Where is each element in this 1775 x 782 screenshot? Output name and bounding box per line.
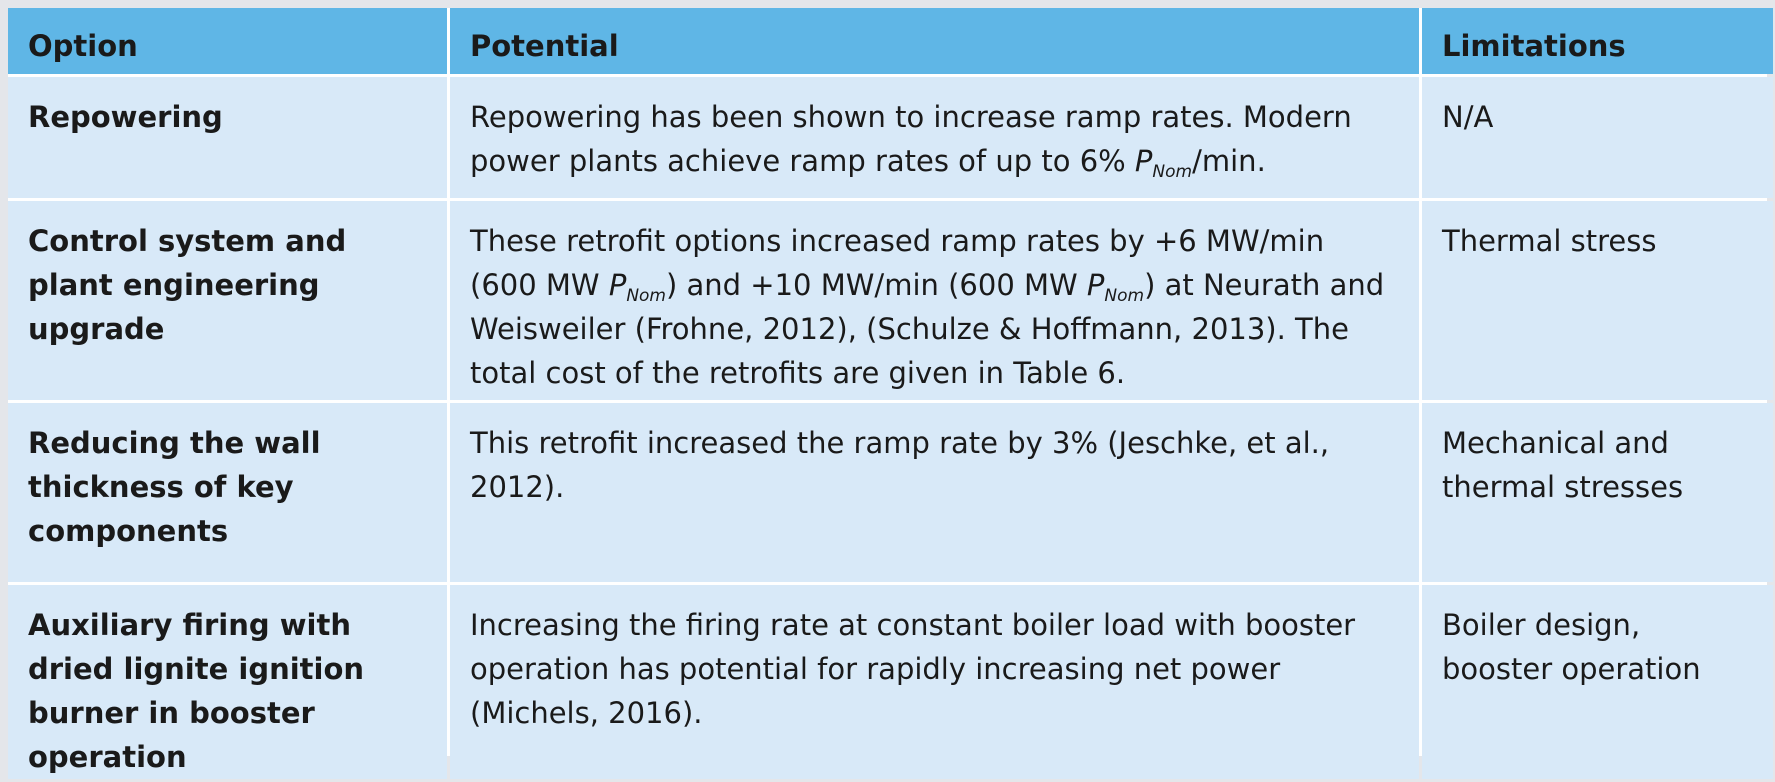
table-row: Control system and plant engineering upg…: [8, 201, 1773, 400]
cell-limitations: Mechanical and thermal stresses: [1422, 403, 1773, 582]
potential-text: ) and +10 MW/min (600 MW: [666, 268, 1087, 302]
header-potential: Potential: [450, 8, 1419, 74]
potential-text: These retrofit options increased ramp ra…: [470, 224, 1325, 302]
potential-text: ) at Neurath and Weisweiler (Frohne, 201…: [470, 268, 1385, 390]
cell-potential: Increasing the firing rate at constant b…: [450, 585, 1419, 779]
table-row: Auxiliary firing with dried lignite igni…: [8, 585, 1773, 779]
p-symbol: P: [1086, 268, 1105, 302]
options-table-container: Option Potential Limitations Repowering …: [8, 8, 1773, 779]
cell-potential: Repowering has been shown to increase ra…: [450, 77, 1419, 198]
table-header-row: Option Potential Limitations: [8, 8, 1773, 74]
cell-potential: These retrofit options increased ramp ra…: [450, 201, 1419, 400]
header-limitations: Limitations: [1422, 8, 1773, 74]
cell-option: Control system and plant engineering upg…: [8, 201, 447, 400]
cell-limitations: N/A: [1422, 77, 1773, 198]
potential-text: Repowering has been shown to increase ra…: [470, 100, 1352, 178]
table-row: Repowering Repowering has been shown to …: [8, 77, 1773, 198]
nom-subscript: Nom: [626, 286, 666, 306]
p-symbol: P: [608, 268, 627, 302]
cell-option: Reducing the wall thickness of key compo…: [8, 403, 447, 582]
potential-text: /min.: [1192, 144, 1266, 178]
cell-option: Auxiliary firing with dried lignite igni…: [8, 585, 447, 779]
table-row: Reducing the wall thickness of key compo…: [8, 403, 1773, 582]
cell-potential: This retrofit increased the ramp rate by…: [450, 403, 1419, 582]
cell-limitations: Boiler design, booster operation: [1422, 585, 1773, 779]
nom-subscript: Nom: [1152, 162, 1193, 182]
p-symbol: P: [1134, 144, 1153, 178]
cell-limitations: Thermal stress: [1422, 201, 1773, 400]
header-option: Option: [8, 8, 447, 74]
options-table: Option Potential Limitations Repowering …: [5, 5, 1775, 782]
nom-subscript: Nom: [1104, 286, 1145, 306]
cell-option: Repowering: [8, 77, 447, 198]
